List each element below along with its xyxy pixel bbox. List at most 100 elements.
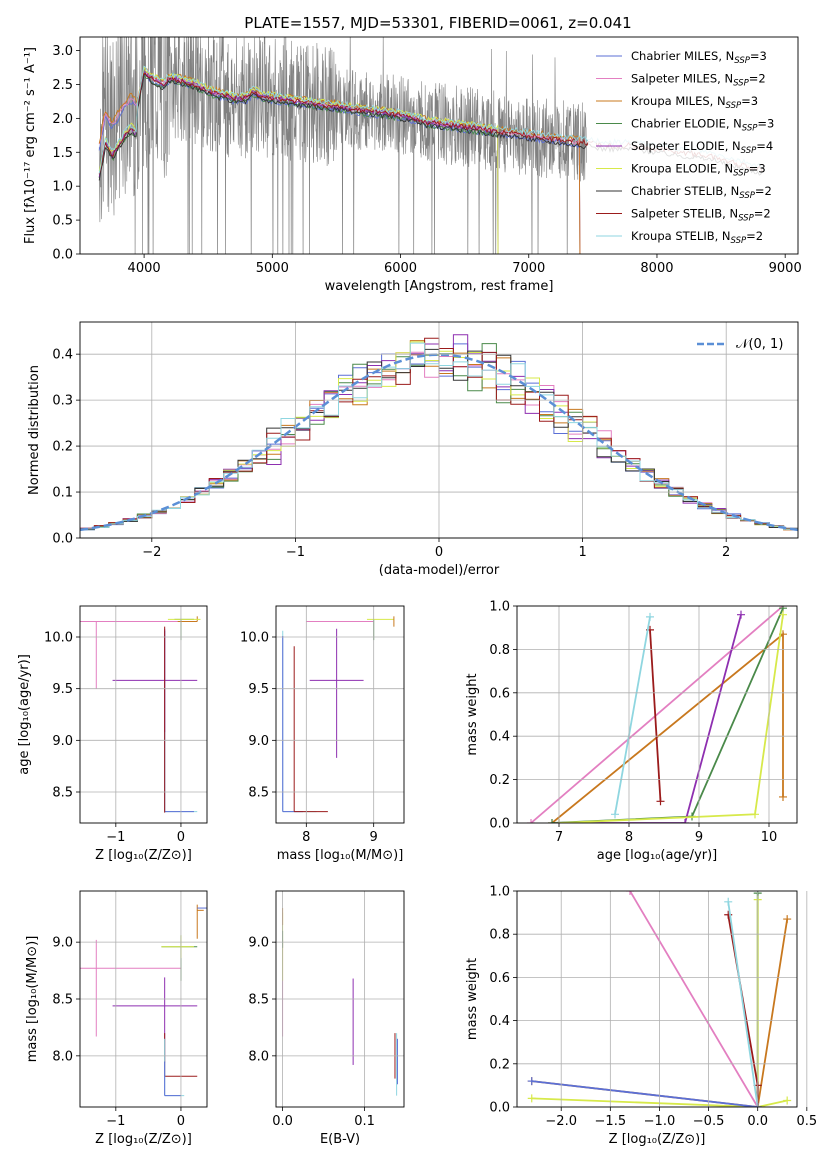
x-tick-label: 0 bbox=[435, 545, 443, 560]
y-axis-label: mass weight bbox=[465, 673, 480, 755]
y-tick-label: 0.5 bbox=[52, 214, 73, 229]
y-tick-label: 0.8 bbox=[489, 928, 510, 943]
data-spectrum bbox=[98, 37, 587, 254]
x-tick-label: 0.1 bbox=[354, 1114, 375, 1129]
x-axis-label: (data-model)/error bbox=[379, 563, 500, 578]
y-tick-label: 9.0 bbox=[248, 936, 269, 951]
y-tick-label: 8.0 bbox=[248, 1049, 269, 1064]
legend-entry: Kroupa ELODIE, NSSP=3 bbox=[631, 162, 766, 179]
x-tick-label: −1 bbox=[286, 545, 305, 560]
legend-entry: 𝒩(0, 1) bbox=[736, 337, 783, 352]
panel-0: 4000 5000 6000 7000 8000 9000 0.0 0.5 1.0 1.5 2.0 2… bbox=[23, 36, 802, 294]
y-tick-label: 0.6 bbox=[489, 971, 510, 986]
x-tick-label: 8 bbox=[302, 830, 310, 845]
figure-title: PLATE=1557, MJD=53301, FIBERID=0061, z=0… bbox=[244, 14, 631, 32]
y-tick-label: 2.5 bbox=[52, 78, 73, 93]
marker-plus bbox=[646, 612, 654, 621]
x-tick-label: 2 bbox=[722, 545, 730, 560]
panel-4: 7 8 9 10 0.0 0.2 0.4 0.6 0.8 1.0 age [log₁₀(age/yr… bbox=[465, 600, 798, 863]
marker-plus bbox=[625, 891, 634, 895]
y-axis-label: mass weight bbox=[465, 958, 480, 1040]
x-tick-label: 0.0 bbox=[747, 1114, 768, 1129]
plot-area bbox=[282, 616, 395, 813]
x-tick-label: −2.0 bbox=[545, 1114, 577, 1129]
panel-2: −1 0 8.5 9.0 9.5 10.0 Z [log₁₀(Z/Z⊙)] age [log₁… bbox=[17, 605, 208, 863]
marker-plus bbox=[611, 810, 619, 819]
legend-entry: Kroupa STELIB, NSSP=2 bbox=[631, 229, 763, 246]
plot-area bbox=[80, 904, 207, 1097]
marker-plus bbox=[779, 610, 787, 619]
y-tick-label: 1.0 bbox=[489, 885, 510, 900]
y-tick-label: 1.5 bbox=[52, 146, 73, 161]
mass-weight-line bbox=[559, 614, 742, 823]
marker-plus bbox=[779, 792, 787, 801]
marker-plus bbox=[737, 610, 745, 619]
panel-1: −2 −1 0 1 2 0.0 0.1 0.2 0.3 0.4 (data-model)/error… bbox=[27, 321, 799, 578]
y-tick-label: 0.4 bbox=[52, 348, 73, 363]
x-axis-label: Z [log₁₀(Z/Z⊙)] bbox=[95, 1132, 192, 1147]
plot-area bbox=[80, 616, 201, 813]
legend-box bbox=[588, 42, 794, 250]
y-tick-label: 0.2 bbox=[489, 1057, 510, 1072]
x-tick-label: 9 bbox=[695, 830, 703, 845]
y-tick-label: 10.0 bbox=[240, 631, 269, 646]
marker-plus bbox=[783, 915, 792, 924]
marker-plus bbox=[783, 1096, 792, 1105]
axes-frame bbox=[275, 890, 405, 1108]
model-line-kroupa-miles bbox=[98, 65, 581, 254]
y-tick-label: 9.5 bbox=[52, 682, 73, 697]
mass-weight-line bbox=[530, 606, 784, 823]
x-tick-label: 0.5 bbox=[796, 1114, 817, 1129]
legend: 𝒩(0, 1) bbox=[697, 337, 783, 352]
mass-weight-line bbox=[531, 1080, 758, 1107]
mass-weight-line bbox=[629, 891, 759, 1107]
panel-6: 0.0 0.1 8.0 8.5 9.0 E(B-V) bbox=[248, 890, 405, 1147]
axes-frame bbox=[79, 36, 799, 255]
axes-frame bbox=[79, 890, 208, 1108]
x-tick-label: 8 bbox=[625, 830, 633, 845]
x-tick-label: −1 bbox=[106, 1114, 125, 1129]
x-tick-label: 4000 bbox=[128, 261, 161, 276]
x-axis-label: age [log₁₀(age/yr)] bbox=[597, 848, 718, 863]
x-axis-label: wavelength [Angstrom, rest frame] bbox=[325, 279, 554, 294]
mass-weight-line bbox=[614, 616, 651, 815]
panel-5: −1 0 8.0 8.5 9.0 Z [log₁₀(Z/Z⊙)] mass [log₁₀(M… bbox=[25, 890, 208, 1147]
x-tick-label: 9000 bbox=[769, 261, 802, 276]
marker-plus bbox=[751, 810, 759, 819]
axes-frame bbox=[516, 605, 798, 824]
y-tick-label: 0.6 bbox=[489, 686, 510, 701]
y-tick-label: 10.0 bbox=[44, 631, 73, 646]
mass-weight-line bbox=[551, 632, 784, 823]
y-tick-label: 3.0 bbox=[52, 44, 73, 59]
x-tick-label: 0 bbox=[177, 1114, 185, 1129]
marker-plus bbox=[724, 897, 733, 906]
x-axis-label: mass [log₁₀(M/M⊙)] bbox=[277, 848, 404, 863]
legend-entry: Chabrier ELODIE, NSSP=3 bbox=[631, 117, 774, 134]
y-tick-label: 8.5 bbox=[248, 993, 269, 1008]
y-tick-label: 8.5 bbox=[52, 786, 73, 801]
y-tick-label: 0.0 bbox=[489, 1101, 510, 1116]
mass-weight-line bbox=[551, 607, 784, 823]
x-tick-label: 1 bbox=[578, 545, 586, 560]
axes-frame bbox=[275, 605, 405, 824]
legend-entry: Chabrier MILES, NSSP=3 bbox=[631, 49, 767, 66]
x-tick-label: 7 bbox=[555, 830, 563, 845]
y-tick-label: 2.0 bbox=[52, 112, 73, 127]
x-tick-label: −1 bbox=[106, 830, 125, 845]
plot-area bbox=[527, 606, 787, 823]
y-tick-label: 0.2 bbox=[52, 440, 73, 455]
y-tick-label: 0.0 bbox=[52, 532, 73, 547]
x-tick-label: −1.0 bbox=[644, 1114, 676, 1129]
x-tick-label: −1.5 bbox=[595, 1114, 627, 1129]
marker-plus bbox=[527, 1094, 536, 1103]
axes-frame bbox=[79, 605, 208, 824]
x-axis-label: Z [log₁₀(Z/Z⊙)] bbox=[95, 848, 192, 863]
y-tick-label: 8.5 bbox=[52, 993, 73, 1008]
legend-entry: Salpeter STELIB, NSSP=2 bbox=[631, 207, 771, 224]
y-tick-label: 0.1 bbox=[52, 486, 73, 501]
x-tick-label: 10 bbox=[761, 830, 778, 845]
x-axis-label: Z [log₁₀(Z/Z⊙)] bbox=[609, 1132, 706, 1147]
x-axis-label: E(B-V) bbox=[320, 1132, 360, 1147]
mass-weight-line bbox=[531, 1097, 788, 1107]
